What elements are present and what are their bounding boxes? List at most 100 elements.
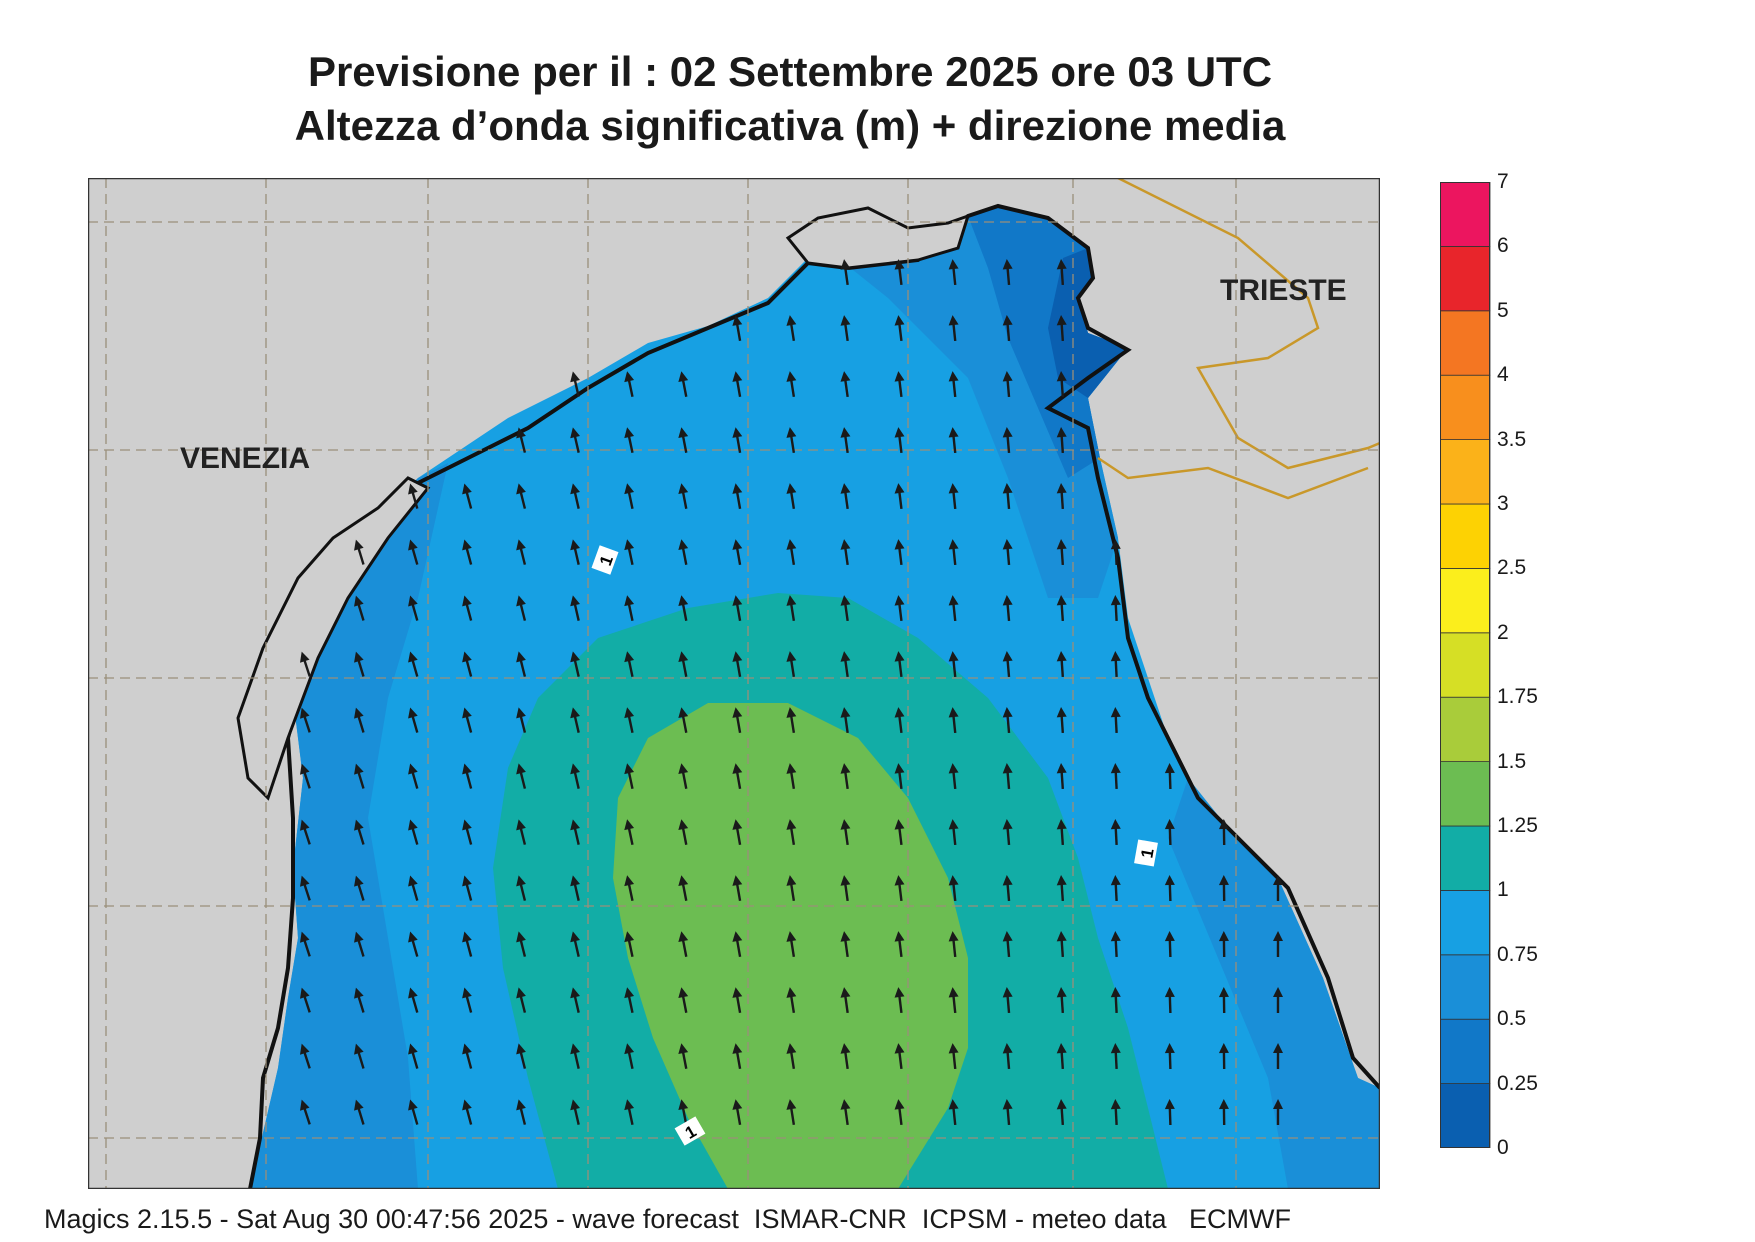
wave-arrow bbox=[840, 707, 851, 734]
wave-arrow bbox=[462, 819, 473, 845]
border-line bbox=[1097, 178, 1380, 500]
wave-arrow bbox=[624, 931, 635, 957]
legend-level-label: 4 bbox=[1497, 363, 1509, 387]
wave-arrow bbox=[948, 651, 959, 678]
legend-level-label: 6 bbox=[1497, 234, 1509, 258]
legend-level-label: 0 bbox=[1497, 1136, 1509, 1159]
legend-swatch bbox=[1440, 890, 1491, 956]
legend-swatch bbox=[1440, 1083, 1491, 1148]
wave-arrow bbox=[840, 315, 851, 342]
wave-arrow bbox=[516, 539, 527, 565]
wave-arrow bbox=[1056, 595, 1067, 622]
wave-arrow bbox=[1273, 1043, 1284, 1070]
wave-arrow bbox=[516, 1043, 527, 1069]
wave-arrow bbox=[624, 707, 635, 733]
wave-arrow bbox=[408, 931, 419, 957]
wave-arrow bbox=[786, 931, 797, 958]
wave-arrow bbox=[732, 483, 743, 510]
wave-arrow bbox=[462, 875, 473, 901]
wave-arrow bbox=[1002, 987, 1013, 1014]
wave-arrow bbox=[786, 371, 797, 398]
wave-arrow bbox=[1002, 651, 1013, 678]
wave-arrow bbox=[516, 651, 527, 677]
wave-arrow bbox=[462, 707, 473, 733]
legend-swatch bbox=[1440, 374, 1491, 440]
wave-arrow bbox=[408, 707, 419, 733]
wave-arrow bbox=[1056, 819, 1067, 846]
wave-arrow bbox=[624, 819, 635, 845]
wave-arrow bbox=[678, 427, 689, 454]
wave-arrow bbox=[1110, 875, 1121, 902]
legend-level-label: 0.75 bbox=[1497, 942, 1538, 966]
legend-level-label: 0.25 bbox=[1497, 1071, 1538, 1095]
wave-arrow bbox=[948, 1043, 959, 1070]
wave-arrow bbox=[1164, 763, 1175, 790]
wave-arrow bbox=[948, 259, 959, 286]
legend-swatch bbox=[1440, 761, 1491, 827]
wave-arrow bbox=[894, 371, 905, 398]
legend-swatch bbox=[1440, 825, 1491, 891]
wave-arrow bbox=[1002, 595, 1013, 622]
wave-arrow bbox=[570, 707, 580, 733]
wave-arrow bbox=[840, 763, 851, 790]
wave-arrow bbox=[678, 875, 689, 902]
wave-arrow bbox=[624, 987, 635, 1013]
wave-arrow bbox=[732, 651, 743, 678]
wave-arrow bbox=[300, 819, 311, 845]
wave-arrow bbox=[354, 763, 365, 789]
wave-arrow bbox=[1056, 987, 1067, 1014]
legend-level-label: 5 bbox=[1497, 298, 1509, 322]
wave-arrow bbox=[570, 931, 580, 957]
wave-arrow bbox=[948, 819, 959, 846]
wave-arrow bbox=[786, 539, 797, 566]
wave-arrow bbox=[516, 707, 527, 733]
wave-arrow bbox=[840, 1043, 851, 1070]
wave-arrow bbox=[1218, 1099, 1229, 1126]
wave-arrow bbox=[462, 763, 473, 789]
wave-arrow bbox=[948, 427, 959, 454]
wave-arrow bbox=[894, 1043, 905, 1070]
wave-arrow bbox=[300, 931, 311, 957]
wave-arrow bbox=[894, 707, 905, 734]
wave-arrow bbox=[948, 707, 959, 734]
wave-arrow bbox=[624, 763, 635, 789]
wave-arrow bbox=[1002, 707, 1013, 734]
wave-arrow bbox=[462, 651, 473, 677]
wave-arrow bbox=[786, 1099, 797, 1126]
wave-arrow bbox=[840, 1099, 851, 1126]
wave-arrow bbox=[462, 483, 473, 509]
wave-arrow bbox=[300, 987, 311, 1013]
wave-arrow bbox=[570, 763, 580, 789]
wave-arrow bbox=[894, 539, 905, 566]
wave-arrow bbox=[624, 595, 635, 621]
wave-arrow bbox=[1002, 371, 1013, 398]
wave-arrow bbox=[732, 315, 743, 342]
wave-arrow bbox=[408, 875, 419, 901]
wave-arrow bbox=[1056, 483, 1067, 510]
wave-arrow bbox=[570, 371, 580, 397]
wave-arrow bbox=[732, 819, 743, 846]
map-subtitle: Altezza d’onda significativa (m) + direz… bbox=[294, 102, 1286, 149]
wave-arrow bbox=[516, 819, 527, 845]
wave-arrow bbox=[516, 987, 527, 1013]
wave-arrow bbox=[678, 931, 689, 958]
city-label-trieste: TRIESTE bbox=[1220, 274, 1347, 307]
wave-arrow bbox=[1056, 931, 1067, 958]
wave-arrow bbox=[1164, 1043, 1175, 1070]
legend-swatch bbox=[1440, 696, 1491, 763]
map-title: Previsione per il : 02 Settembre 2025 or… bbox=[307, 48, 1273, 95]
wave-arrow bbox=[678, 651, 689, 678]
wave-arrow bbox=[408, 539, 419, 565]
wave-height-map: 1 1 1 VENEZIA TRIESTE bbox=[88, 178, 1380, 1189]
wave-arrow bbox=[1218, 875, 1229, 902]
wave-arrow bbox=[408, 1043, 419, 1069]
wave-arrow bbox=[1056, 259, 1067, 286]
legend-level-label: 2 bbox=[1497, 620, 1509, 644]
legend-level-label: 1.5 bbox=[1497, 749, 1527, 773]
wave-arrow bbox=[1218, 1043, 1229, 1070]
wave-arrow bbox=[300, 1043, 311, 1069]
contour-label: 1 bbox=[674, 1116, 706, 1146]
wave-arrow bbox=[732, 539, 743, 566]
wave-arrow bbox=[786, 987, 797, 1014]
wave-arrow bbox=[354, 875, 365, 901]
